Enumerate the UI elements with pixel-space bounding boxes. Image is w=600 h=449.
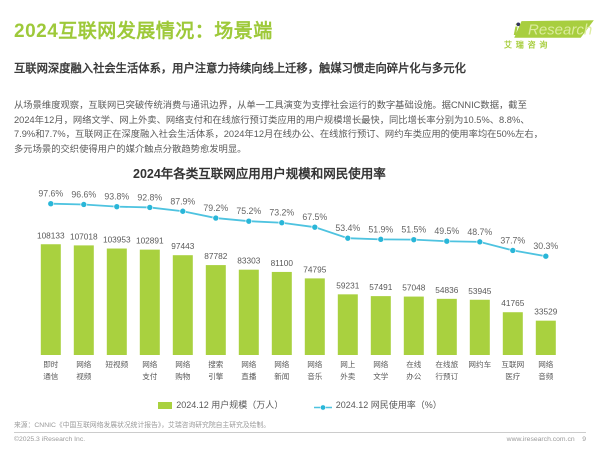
svg-text:网络: 网络	[373, 359, 389, 369]
svg-text:网络: 网络	[76, 359, 92, 369]
svg-text:75.2%: 75.2%	[236, 206, 261, 216]
svg-text:49.5%: 49.5%	[434, 226, 459, 236]
svg-text:87782: 87782	[204, 251, 227, 261]
svg-text:医疗: 医疗	[505, 371, 521, 381]
svg-text:53945: 53945	[468, 286, 491, 296]
svg-text:网络: 网络	[175, 359, 191, 369]
svg-text:33529: 33529	[534, 307, 557, 317]
svg-text:96.6%: 96.6%	[71, 189, 96, 199]
svg-text:97.6%: 97.6%	[38, 189, 63, 199]
svg-text:外卖: 外卖	[340, 371, 356, 381]
svg-text:网络: 网络	[142, 359, 158, 369]
svg-text:互联网: 互联网	[501, 360, 524, 369]
svg-text:30.3%: 30.3%	[533, 241, 558, 251]
svg-text:53.4%: 53.4%	[335, 223, 360, 233]
svg-text:37.7%: 37.7%	[500, 235, 525, 245]
svg-text:83303: 83303	[237, 256, 260, 266]
svg-text:51.5%: 51.5%	[401, 225, 426, 235]
svg-text:网络: 网络	[241, 359, 257, 369]
svg-text:引擎: 引擎	[208, 371, 224, 381]
svg-text:97443: 97443	[171, 241, 194, 251]
svg-text:103953: 103953	[103, 235, 131, 245]
svg-text:41765: 41765	[501, 298, 524, 308]
svg-text:支付: 支付	[142, 371, 158, 381]
svg-text:直播: 直播	[241, 371, 257, 381]
svg-text:107018: 107018	[70, 231, 98, 241]
svg-text:在线旅: 在线旅	[435, 359, 458, 369]
svg-text:文学: 文学	[373, 371, 389, 381]
svg-text:79.2%: 79.2%	[203, 203, 228, 213]
svg-text:在线: 在线	[406, 359, 422, 369]
svg-text:音频: 音频	[538, 371, 554, 381]
svg-text:网上: 网上	[340, 360, 356, 369]
svg-text:网络: 网络	[274, 359, 290, 369]
svg-text:93.8%: 93.8%	[104, 192, 129, 202]
svg-text:网约车: 网约车	[468, 359, 491, 369]
svg-text:网络: 网络	[538, 359, 554, 369]
svg-text:即时: 即时	[43, 359, 59, 369]
svg-text:购物: 购物	[175, 371, 191, 381]
svg-text:51.9%: 51.9%	[368, 224, 393, 234]
svg-text:新闻: 新闻	[274, 371, 289, 381]
svg-text:87.9%: 87.9%	[170, 196, 195, 206]
svg-text:短视频: 短视频	[105, 359, 128, 369]
svg-text:92.8%: 92.8%	[137, 192, 162, 202]
svg-text:108133: 108133	[37, 230, 65, 240]
svg-text:73.2%: 73.2%	[269, 208, 294, 218]
svg-text:81100: 81100	[271, 258, 294, 268]
svg-text:54836: 54836	[435, 285, 458, 295]
svg-text:行预订: 行预订	[435, 371, 458, 381]
svg-text:48.7%: 48.7%	[467, 227, 492, 237]
svg-text:57491: 57491	[369, 282, 392, 292]
svg-text:74795: 74795	[303, 264, 326, 274]
svg-text:通信: 通信	[43, 371, 59, 381]
svg-text:视频: 视频	[76, 371, 92, 381]
svg-text:102891: 102891	[136, 236, 164, 246]
svg-text:音乐: 音乐	[307, 371, 323, 381]
svg-text:网络: 网络	[307, 359, 323, 369]
svg-text:67.5%: 67.5%	[302, 212, 327, 222]
svg-text:57048: 57048	[402, 283, 425, 293]
svg-text:搜索: 搜索	[208, 359, 224, 369]
svg-text:59231: 59231	[336, 280, 359, 290]
svg-text:办公: 办公	[406, 371, 422, 381]
